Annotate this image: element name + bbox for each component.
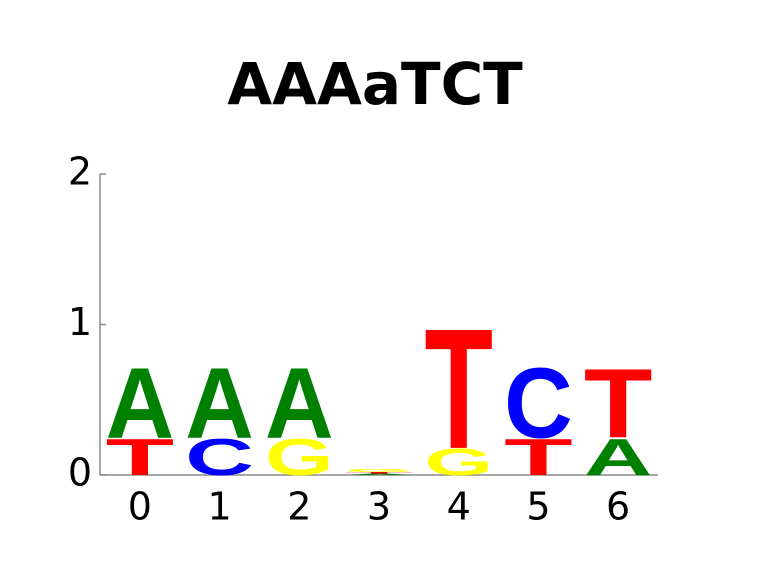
logo-letter: A: [106, 347, 175, 459]
y-tick-label: 0: [68, 451, 92, 495]
logo-letter: C: [504, 347, 573, 459]
logo-letter: G: [424, 442, 493, 484]
logo-letter: T: [106, 428, 175, 486]
x-tick-label: 5: [526, 485, 550, 529]
logo-letter: G: [265, 428, 334, 486]
y-tick-label: 1: [68, 300, 92, 344]
x-tick-label: 3: [367, 485, 391, 529]
logo-letter: A: [185, 347, 254, 459]
logo-letter: T: [424, 293, 493, 485]
logo-letter: T: [504, 428, 573, 486]
chart-title: AAAaTCT: [227, 50, 523, 118]
logo-letter: T: [584, 349, 653, 459]
logo-letter: C: [185, 428, 254, 486]
logo-letter: A: [584, 428, 653, 486]
x-tick-label: 2: [287, 485, 311, 529]
logo-letter: A: [265, 347, 334, 459]
x-tick-label: 4: [447, 485, 471, 529]
logo-letter: A: [345, 473, 414, 475]
y-tick-label: 2: [68, 150, 92, 194]
logo-letter: T: [345, 472, 414, 474]
x-tick-label: 6: [606, 485, 630, 529]
x-tick-label: 0: [128, 485, 152, 529]
logo-letter: G: [345, 468, 414, 473]
x-tick-label: 1: [207, 485, 231, 529]
